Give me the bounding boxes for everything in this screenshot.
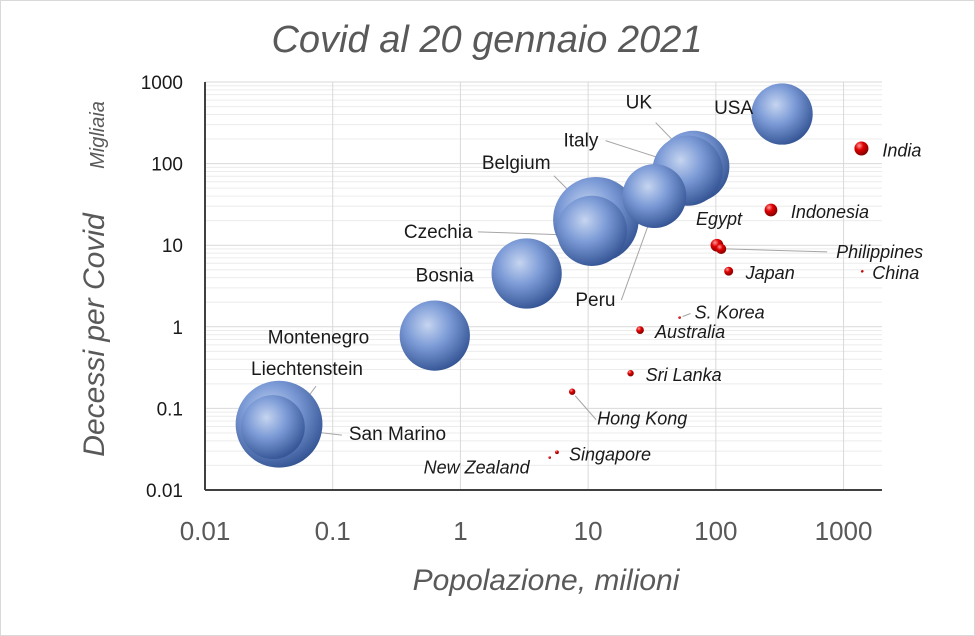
label-peru: Peru (575, 290, 615, 311)
label-montenegro: Montenegro (268, 328, 369, 349)
leader-line (574, 395, 597, 421)
label-japan: Japan (745, 263, 795, 283)
y-axis-unit-label: Migliaia (87, 101, 109, 169)
label-singapore: Singapore (569, 444, 651, 464)
bubble-peru (622, 164, 687, 228)
y-tick-label: 1000 (141, 73, 183, 94)
label-australia: Australia (654, 322, 725, 342)
bubble-australia (636, 326, 644, 334)
bubble-indonesia (764, 203, 778, 217)
x-tick-label: 1000 (815, 516, 873, 546)
bubble-philippines (716, 243, 727, 255)
label-czechia: Czechia (404, 222, 473, 243)
x-axis-title: Popolazione, milioni (413, 564, 681, 597)
y-tick-label: 0.1 (157, 399, 183, 420)
point-labels: USA UK Italy Belgium Czechia Peru Bosnia Monten… (251, 93, 923, 478)
y-tick-label: 100 (151, 155, 183, 176)
label-san-marino: San Marino (349, 424, 446, 445)
leader-line (726, 248, 828, 253)
y-axis-title: Decessi per Covid (78, 212, 111, 457)
label-egypt: Egypt (696, 209, 743, 229)
bubble-sri-lanka (627, 370, 634, 377)
bubble-s-korea (678, 316, 681, 319)
label-india: India (882, 141, 921, 161)
bubble-china (860, 269, 864, 273)
label-belgium: Belgium (482, 153, 551, 174)
bubble-japan (724, 266, 734, 276)
bubble-usa (751, 83, 813, 145)
label-uk: UK (626, 93, 653, 114)
x-tick-label: 1 (453, 516, 467, 546)
y-tick-label: 0.01 (146, 481, 183, 502)
label-usa: USA (714, 98, 753, 119)
y-tick-label: 1 (172, 318, 183, 339)
bubble-hong-kong (568, 388, 576, 395)
label-italy: Italy (564, 131, 599, 152)
bubble-czechia (556, 195, 628, 266)
bubble-new-zealand (548, 456, 551, 459)
axes (204, 82, 882, 491)
label-philippines: Philippines (836, 242, 923, 262)
tick-labels: 0.01 0.1 1 10 100 1000 0.01 0.1 1 10 100 1000 (141, 73, 873, 546)
label-s-korea: S. Korea (695, 303, 765, 323)
x-tick-label: 100 (694, 516, 737, 546)
label-bosnia: Bosnia (416, 265, 475, 286)
label-hong-kong: Hong Kong (597, 409, 687, 429)
label-sri-lanka: Sri Lanka (646, 365, 722, 385)
x-tick-label: 10 (574, 516, 603, 546)
bubble-bosnia (491, 238, 562, 309)
bubble-san-marino (240, 395, 305, 460)
bubbles (235, 83, 869, 468)
label-indonesia: Indonesia (791, 202, 869, 222)
leader-line (682, 313, 691, 317)
label-china: China (872, 263, 919, 283)
bubble-montenegro (399, 300, 470, 371)
bubble-india (854, 141, 869, 156)
label-liechtenstein: Liechtenstein (251, 359, 363, 380)
x-tick-label: 0.01 (180, 516, 231, 546)
label-new-zealand: New Zealand (424, 458, 531, 478)
bubble-singapore (555, 450, 559, 455)
chart-title: Covid al 20 gennaio 2021 (271, 19, 702, 61)
x-tick-label: 0.1 (315, 516, 351, 546)
y-tick-label: 10 (162, 236, 183, 257)
